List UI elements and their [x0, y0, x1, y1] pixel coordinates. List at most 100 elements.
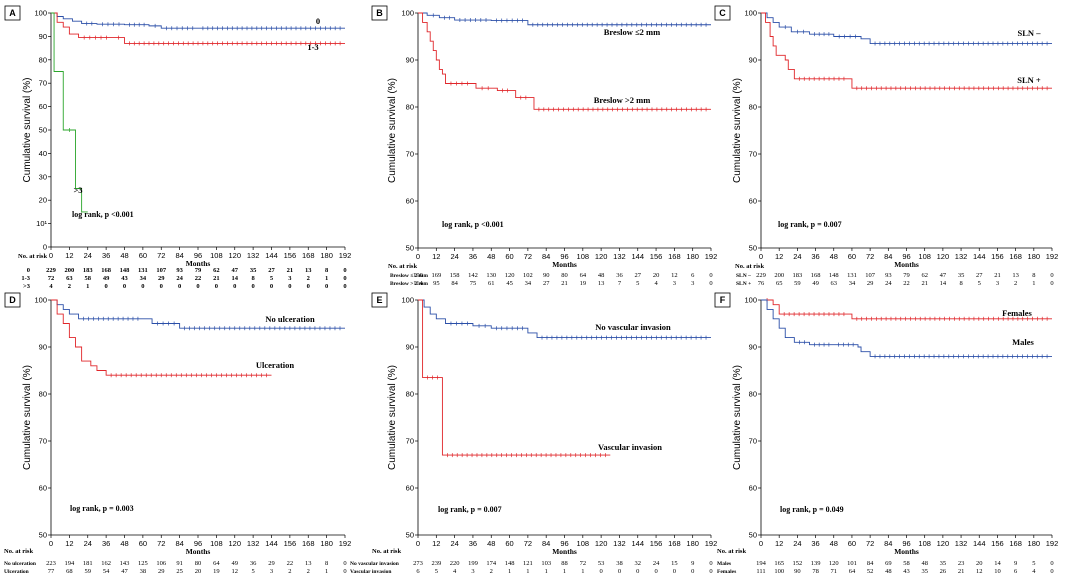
risk-value: 4 [49, 283, 53, 290]
x-tick-label: 12 [432, 252, 440, 261]
risk-value: 143 [120, 560, 130, 567]
risk-value: 168 [811, 272, 821, 279]
risk-value: 223 [46, 560, 56, 567]
risk-value: 71 [831, 568, 838, 575]
risk-row-name: Males [717, 561, 731, 567]
risk-value: 0 [252, 283, 255, 290]
x-tick-label: 180 [1028, 539, 1041, 548]
risk-value: 26 [940, 568, 947, 575]
panel-letter-box [714, 292, 731, 308]
risk-value: 78 [812, 568, 819, 575]
risk-value: 148 [120, 267, 131, 274]
x-tick-label: 156 [284, 539, 297, 548]
risk-value: 59 [794, 280, 801, 287]
x-tick-label: 84 [175, 251, 183, 260]
x-axis-label: Months [186, 547, 211, 556]
y-tick-label: 50 [39, 126, 47, 135]
x-tick-label: 60 [848, 539, 856, 548]
risk-value: 220 [450, 560, 460, 567]
x-tick-label: 180 [686, 539, 699, 548]
risk-value: 64 [213, 560, 220, 567]
risk-value: 13 [305, 267, 312, 274]
x-tick-label: 108 [918, 252, 931, 261]
risk-value: 12 [232, 568, 239, 575]
log-rank-annotation: log rank, p = 0.007 [778, 220, 842, 229]
risk-value: 181 [83, 560, 93, 567]
x-tick-label: 0 [49, 251, 53, 260]
risk-table-title: No. at risk [735, 263, 764, 270]
risk-value: 20 [976, 560, 983, 567]
x-tick-label: 96 [560, 539, 568, 548]
risk-value: 80 [561, 272, 568, 279]
risk-value: 72 [48, 275, 55, 282]
x-tick-label: 48 [830, 539, 838, 548]
series-label: Ulceration [256, 360, 295, 370]
risk-value: 24 [653, 560, 660, 567]
risk-value: 0 [1050, 560, 1053, 567]
y-axis-label: Cumulative survival (%) [22, 77, 33, 182]
x-tick-label: 12 [432, 539, 440, 548]
risk-value: 0 [618, 568, 621, 575]
risk-value: 53 [598, 560, 605, 567]
risk-value: 5 [270, 275, 274, 282]
risk-value: 5 [636, 280, 639, 287]
risk-value: 48 [885, 568, 892, 575]
risk-value: 75 [470, 280, 477, 287]
risk-value: 148 [505, 560, 515, 567]
series-label: Males [1012, 337, 1034, 347]
risk-value: 27 [543, 280, 550, 287]
x-tick-label: 24 [450, 539, 458, 548]
x-tick-label: 84 [175, 539, 183, 548]
x-axis-label: Months [894, 547, 919, 556]
risk-value: 19 [213, 568, 220, 575]
risk-value: 27 [976, 272, 983, 279]
risk-value: 169 [431, 272, 441, 279]
x-tick-label: 48 [120, 539, 128, 548]
risk-value: 3 [691, 280, 694, 287]
risk-value: 32 [635, 560, 642, 567]
risk-value: 21 [287, 267, 294, 274]
y-tick-label: 90 [406, 56, 414, 65]
risk-value: 174 [486, 560, 497, 567]
x-tick-label: 120 [937, 539, 950, 548]
risk-value: 9 [691, 560, 694, 567]
risk-value: 35 [958, 272, 965, 279]
risk-value: 69 [885, 560, 892, 567]
risk-value: 1 [563, 568, 566, 575]
y-tick-label: 60 [39, 102, 47, 111]
risk-value: 72 [580, 560, 587, 567]
y-tick-label: 70 [749, 437, 757, 446]
risk-value: 0 [288, 283, 291, 290]
risk-value: 19 [580, 280, 587, 287]
x-tick-label: 12 [775, 252, 783, 261]
y-axis-label: Cumulative survival (%) [732, 78, 743, 183]
x-tick-label: 156 [650, 252, 663, 261]
risk-value: 1 [325, 568, 328, 575]
panel-letter: F [720, 295, 726, 305]
risk-value: 64 [849, 568, 856, 575]
risk-value: 91 [176, 560, 183, 567]
risk-table-title: No. at risk [18, 253, 47, 260]
risk-table-title: No. at risk [388, 263, 417, 270]
risk-value: 27 [635, 272, 642, 279]
y-axis-label: Cumulative survival (%) [22, 365, 33, 470]
x-tick-label: 36 [811, 252, 819, 261]
risk-value: 121 [523, 560, 533, 567]
risk-value: 14 [232, 275, 239, 282]
risk-row-name: Breslow ≤ 2 mm [390, 273, 428, 279]
x-axis-label: Months [186, 259, 211, 268]
y-tick-label: 50 [39, 531, 47, 540]
x-tick-label: 144 [631, 252, 644, 261]
x-tick-label: 180 [320, 251, 333, 260]
risk-value: 2 [68, 283, 71, 290]
x-tick-label: 96 [902, 539, 910, 548]
risk-value: 43 [121, 275, 128, 282]
series-label: SLN – [1018, 28, 1042, 38]
x-tick-label: 168 [668, 539, 681, 548]
risk-value: 15 [671, 560, 678, 567]
y-tick-label: 70 [406, 150, 414, 159]
x-tick-label: 72 [524, 539, 532, 548]
risk-value: 63 [831, 280, 838, 287]
risk-value: 130 [486, 272, 496, 279]
